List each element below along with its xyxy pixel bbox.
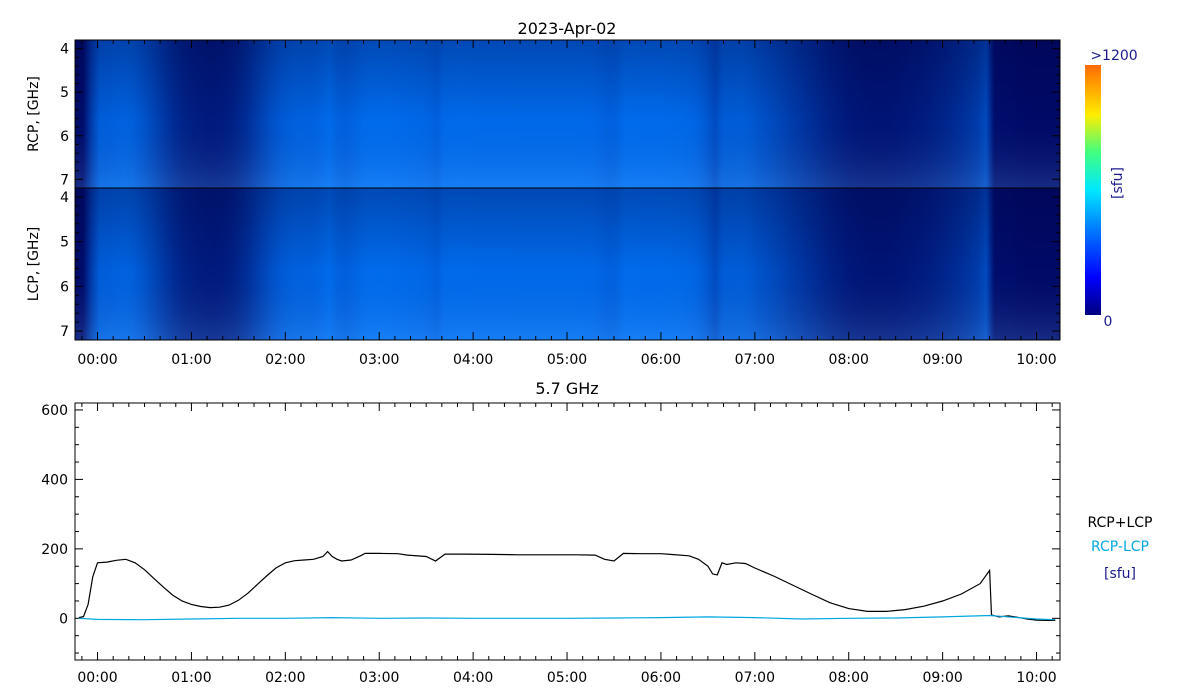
lcp-y-tick-label: 6 (60, 279, 69, 295)
rcp-y-tick-label: 5 (60, 85, 69, 101)
series-rcp-minus-lcp-line (78, 614, 1056, 621)
legend-entry-sum: RCP+LCP (1088, 515, 1153, 531)
line-chart-x-tick-label: 08:00 (829, 670, 869, 686)
colorbar-max-label: >1200 (1090, 48, 1137, 64)
spectrogram-x-tick-label: 01:00 (171, 352, 211, 368)
line-chart-x-tick-label: 07:00 (735, 670, 775, 686)
spectrogram-x-tick-label: 06:00 (641, 352, 681, 368)
rcp-spectrogram-panel: 4 5 6 7 RCP, [GHz] (26, 39, 1061, 189)
line-chart-x-tick-label: 06:00 (641, 670, 681, 686)
lcp-spectrogram-panel: 4 5 6 7 LCP, [GHz] (26, 187, 1061, 341)
spectrogram-x-tick-label: 03:00 (359, 352, 399, 368)
line-chart-x-tick-label: 10:00 (1016, 670, 1056, 686)
spectrogram-x-tick-label: 07:00 (735, 352, 775, 368)
spectrogram-x-tick-label: 08:00 (829, 352, 869, 368)
line-chart-y-tick-label: 400 (41, 472, 68, 488)
series-rcp-plus-lcp-line (78, 550, 1056, 622)
rcp-frequency-shading (75, 40, 1060, 188)
spectrogram-x-tick-label: 10:00 (1016, 352, 1056, 368)
spectrogram-x-tick-label: 00:00 (77, 352, 117, 368)
spectrogram-x-tick-label: 02:00 (265, 352, 305, 368)
rcp-y-tick-label: 4 (60, 42, 69, 58)
line-chart-x-tick-label: 04:00 (453, 670, 493, 686)
lcp-frequency-shading (75, 188, 1060, 340)
spectrogram-x-tick-label: 04:00 (453, 352, 493, 368)
line-chart-y-axis: 0 200 400 600 (41, 403, 1060, 654)
colorbar: >1200 0 [sfu] (1085, 48, 1138, 330)
line-chart-x-tick-label: 03:00 (359, 670, 399, 686)
line-chart-y-tick-label: 200 (41, 542, 68, 558)
rcp-y-tick-label: 6 (60, 129, 69, 145)
line-chart-x-tick-label: 09:00 (922, 670, 962, 686)
legend-unit: [sfu] (1104, 566, 1136, 582)
date-title: 2023-Apr-02 (518, 19, 617, 38)
colorbar-unit-label: [sfu] (1110, 167, 1126, 199)
line-chart-y-tick-label: 600 (41, 403, 68, 419)
line-chart-x-tick-label: 00:00 (77, 670, 117, 686)
spectrogram-x-tick-label: 09:00 (922, 352, 962, 368)
line-chart-series (78, 550, 1056, 622)
colorbar-min-label: 0 (1104, 314, 1113, 330)
spectrogram-time-axis: 00:00 01:00 02:00 03:00 04:00 05:00 06:00 07:00… (77, 40, 1057, 368)
line-chart-x-tick-label: 05:00 (547, 670, 587, 686)
line-chart-x-axis: 00:00 01:00 02:00 03:00 04:00 05:00 06:00 07:00… (77, 403, 1057, 686)
rcp-y-axis-label: RCP, [GHz] (26, 76, 42, 152)
lcp-y-tick-label: 4 (60, 190, 69, 206)
lcp-y-tick-label: 7 (60, 324, 69, 340)
lcp-y-axis: 4 5 6 7 (60, 187, 1060, 341)
line-chart-y-tick-label: 0 (59, 611, 68, 627)
rcp-y-tick-label: 7 (60, 172, 69, 188)
line-chart-x-tick-label: 02:00 (265, 670, 305, 686)
legend-entry-diff: RCP-LCP (1091, 539, 1149, 555)
line-chart-x-tick-label: 01:00 (171, 670, 211, 686)
legend: RCP+LCP RCP-LCP [sfu] (1088, 515, 1153, 582)
line-chart-title: 5.7 GHz (535, 379, 598, 398)
lcp-y-axis-label: LCP, [GHz] (26, 227, 42, 302)
spectrogram-x-tick-label: 05:00 (547, 352, 587, 368)
lcp-y-tick-label: 5 (60, 235, 69, 251)
colorbar-gradient (1085, 65, 1101, 315)
line-chart-frame (74, 402, 1061, 661)
